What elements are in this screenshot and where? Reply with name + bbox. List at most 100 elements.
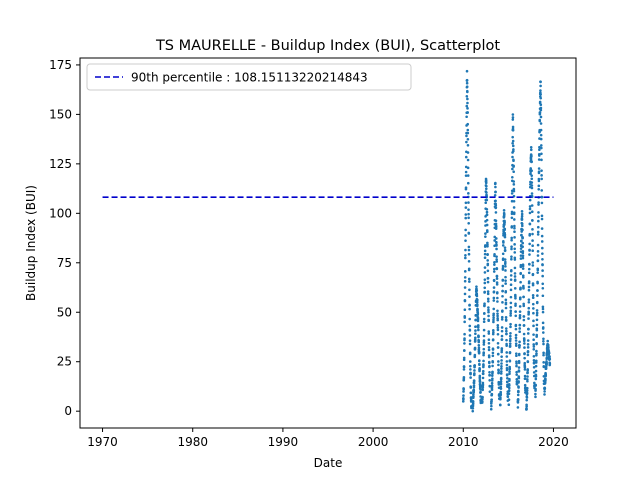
scatter-point (544, 367, 548, 370)
scatter-point (514, 304, 517, 307)
scatter-point (504, 275, 507, 279)
scatter-point (481, 395, 484, 399)
scatter-point (531, 283, 535, 287)
scatter-point (486, 276, 490, 280)
scatter-point (541, 326, 545, 329)
scatter-point (463, 316, 467, 319)
scatter-point (514, 336, 518, 340)
scatter-point (500, 338, 504, 341)
scatter-point (481, 388, 484, 392)
scatter-point (528, 249, 531, 252)
scatter-point (479, 390, 482, 394)
scatter-point (511, 139, 515, 143)
scatter-point (485, 198, 489, 202)
scatter-point (532, 333, 535, 336)
scatter-point (466, 166, 470, 170)
scatter-point (532, 347, 536, 351)
scatter-point (472, 384, 476, 387)
scatter-point (504, 301, 508, 305)
scatter-point (463, 332, 466, 336)
scatter-point (526, 360, 530, 364)
scatter-point (532, 319, 535, 323)
scatter-point (521, 245, 524, 249)
scatter-point (505, 360, 509, 363)
scatter-point (527, 285, 531, 289)
scatter-point (530, 154, 533, 158)
scatter-point (532, 358, 536, 362)
scatter-point (548, 357, 552, 361)
scatter-point (530, 184, 534, 187)
scatter-point (541, 305, 545, 309)
scatter-point (505, 355, 509, 358)
scatter-point (539, 89, 542, 92)
y-axis-label: Buildup Index (BUI) (24, 185, 38, 301)
scatter-point (540, 152, 543, 156)
scatter-point (487, 310, 490, 314)
scatter-point (539, 96, 543, 100)
scatter-point (503, 258, 507, 261)
scatter-point (509, 322, 512, 326)
scatter-point (504, 327, 508, 330)
scatter-point (539, 122, 543, 125)
scatter-point (468, 339, 472, 342)
scatter-point (522, 302, 525, 306)
scatter-point (497, 363, 500, 367)
scatter-point (505, 363, 509, 367)
scatter-point (500, 364, 503, 368)
scatter-point (536, 294, 539, 297)
scatter-point (527, 300, 531, 304)
scatter-point (500, 318, 504, 321)
scatter-point (466, 107, 469, 110)
scatter-point (528, 263, 531, 266)
scatter-point (464, 174, 468, 177)
scatter-point (522, 295, 525, 299)
scatter-point (528, 242, 531, 246)
scatter-point (533, 381, 536, 385)
scatter-point (467, 232, 471, 235)
scatter-point (529, 158, 533, 161)
scatter-point (462, 356, 466, 360)
scatter-point (476, 326, 480, 329)
scatter-point (527, 288, 531, 292)
scatter-point (528, 232, 532, 236)
scatter-point (463, 276, 467, 279)
scatter-point (495, 240, 498, 244)
scatter-point (483, 256, 487, 260)
scatter-point (495, 255, 498, 258)
scatter-point (527, 327, 530, 331)
scatter-point (507, 392, 511, 396)
scatter-point (525, 405, 528, 408)
scatter-point (509, 314, 512, 317)
scatter-point (517, 361, 521, 365)
scatter-point (514, 296, 517, 300)
scatter-point (515, 354, 518, 358)
scatter-point (523, 365, 527, 369)
scatter-point (500, 329, 504, 333)
scatter-point (544, 374, 548, 378)
scatter-point (541, 263, 544, 267)
scatter-point (534, 395, 537, 399)
scatter-point (508, 344, 512, 348)
scatter-point (468, 317, 472, 321)
scatter-point (531, 244, 534, 248)
scatter-point (527, 280, 531, 283)
scatter-point (487, 308, 490, 312)
scatter-point (500, 326, 504, 329)
scatter-point (542, 364, 546, 368)
scatter-point (467, 267, 471, 271)
scatter-point (465, 78, 469, 82)
scatter-point (465, 104, 469, 108)
scatter-point (487, 341, 491, 345)
scatter-point (532, 307, 535, 310)
scatter-point (512, 148, 515, 151)
scatter-point (502, 241, 505, 244)
scatter-point (483, 286, 487, 290)
scatter-point (466, 128, 470, 132)
scatter-point (495, 291, 499, 294)
scatter-point (537, 219, 540, 223)
scatter-point (465, 69, 469, 73)
scatter-point (494, 190, 497, 194)
scatter-point (482, 343, 486, 346)
scatter-point (544, 378, 547, 382)
scatter-point (509, 301, 513, 305)
